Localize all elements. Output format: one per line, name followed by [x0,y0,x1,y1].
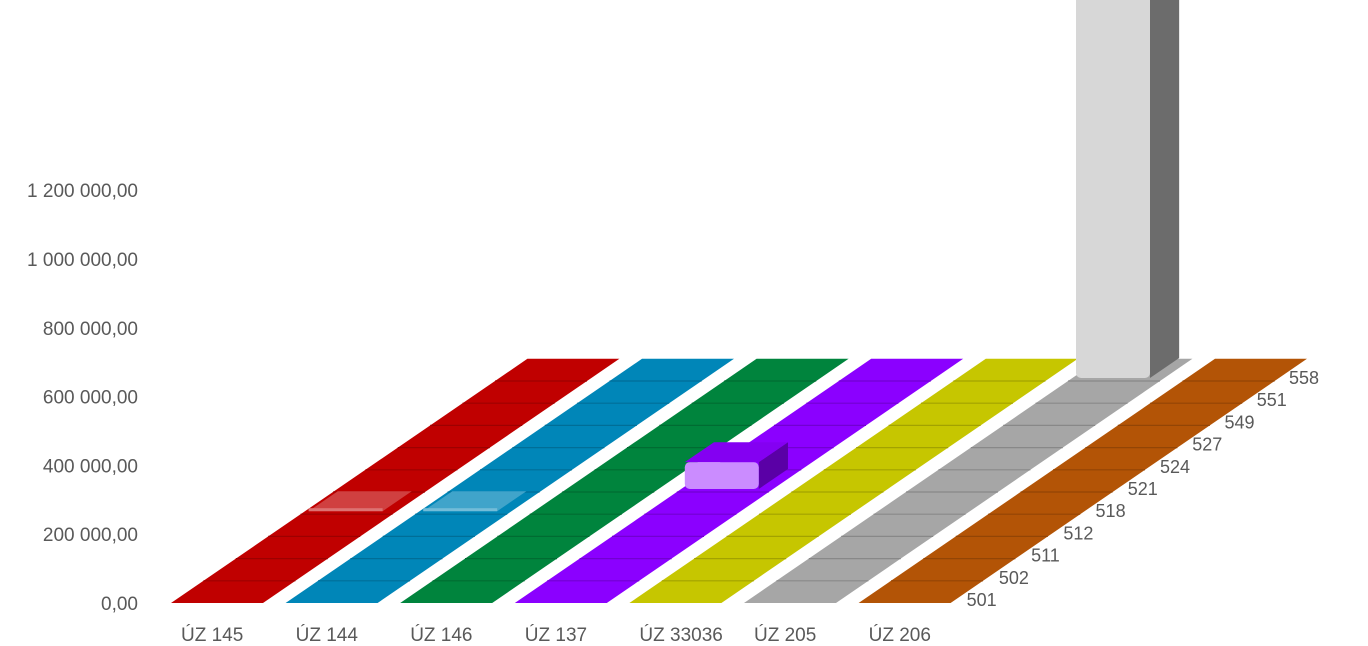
depth-tick-label: 549 [1225,412,1255,432]
depth-tick-label: 524 [1160,457,1190,477]
x-tick-label: ÚZ 33036 [639,624,722,646]
bar-front [1076,0,1150,378]
depth-tick-label: 501 [967,590,997,610]
bar [308,491,412,512]
x-tick-label: ÚZ 137 [525,624,587,646]
x-tick-label: ÚZ 145 [181,624,243,646]
y-tick-label: 800 000,00 [43,319,138,340]
y-tick-label: 0,00 [101,594,138,615]
floor-strip [858,358,1307,603]
bar-top [423,491,527,512]
bar-top [308,491,412,512]
depth-tick-label: 527 [1192,435,1222,455]
depth-tick-label: 518 [1096,501,1126,521]
depth-tick-label: 558 [1289,368,1319,388]
floor-strip [400,358,849,603]
floor [171,358,1307,603]
y-tick-label: 400 000,00 [43,456,138,477]
x-tick-label: ÚZ 206 [869,624,931,646]
x-axis: ÚZ 145 ÚZ 144 ÚZ 146 ÚZ 137 ÚZ 33036 ÚZ 205 ÚZ… [181,624,931,646]
bar-top [684,442,788,463]
bar-front [684,462,759,489]
y-tick-label: 1 200 000,00 [27,181,138,202]
floor-strip [629,358,1078,603]
y-axis: 0,00 200 000,00 400 000,00 600 000,00 800 00… [27,181,138,615]
bar-side [758,442,788,489]
floor-strip [285,358,734,603]
y-tick-label: 200 000,00 [43,525,138,546]
depth-tick-label: 511 [1031,546,1060,566]
bar [684,442,788,489]
x-tick-label: ÚZ 146 [410,624,472,646]
bar [1076,0,1180,378]
depth-tick-label: 512 [1063,523,1093,543]
floor-strip [744,358,1193,603]
depth-tick-label: 502 [999,568,1029,588]
bar [423,491,527,512]
x-tick-label: ÚZ 144 [296,624,359,646]
x-tick-label: ÚZ 205 [754,624,816,646]
bar-side [1150,0,1180,378]
depth-tick-label: 521 [1128,479,1158,499]
y-tick-label: 1 000 000,00 [27,250,138,271]
bar-front [308,508,383,512]
bar-front [423,508,498,512]
depth-tick-label: 551 [1257,390,1287,410]
floor-strip [171,358,620,603]
bars [308,0,1180,512]
y-tick-label: 600 000,00 [43,388,138,409]
